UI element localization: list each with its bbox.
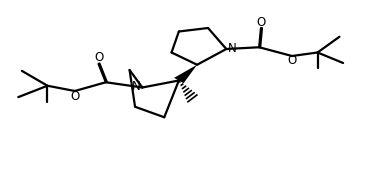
Text: N: N <box>132 80 141 93</box>
Text: O: O <box>287 54 297 68</box>
Text: O: O <box>94 51 103 64</box>
Text: O: O <box>256 16 266 29</box>
Text: O: O <box>70 89 80 103</box>
Polygon shape <box>174 65 197 83</box>
Text: N: N <box>228 41 237 54</box>
